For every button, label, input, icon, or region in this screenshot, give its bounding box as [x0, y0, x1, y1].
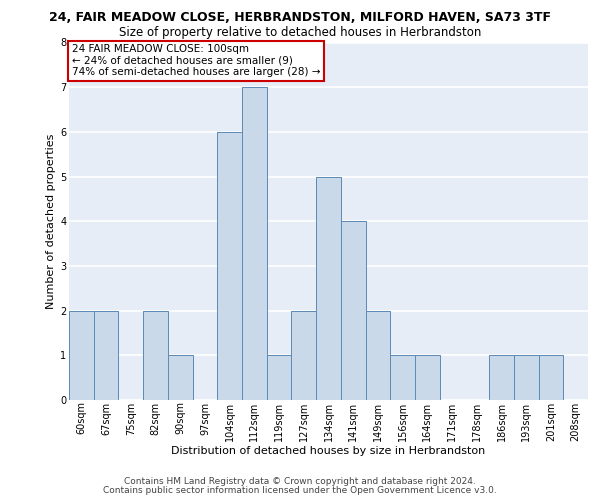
Bar [267, 356, 292, 400]
Bar [539, 356, 563, 400]
Y-axis label: Number of detached properties: Number of detached properties [46, 134, 56, 309]
Bar [292, 310, 316, 400]
Bar [217, 132, 242, 400]
Bar [316, 176, 341, 400]
Bar [489, 356, 514, 400]
Text: Size of property relative to detached houses in Herbrandston: Size of property relative to detached ho… [119, 26, 481, 39]
Text: Contains public sector information licensed under the Open Government Licence v3: Contains public sector information licen… [103, 486, 497, 495]
Text: 24, FAIR MEADOW CLOSE, HERBRANDSTON, MILFORD HAVEN, SA73 3TF: 24, FAIR MEADOW CLOSE, HERBRANDSTON, MIL… [49, 11, 551, 24]
X-axis label: Distribution of detached houses by size in Herbrandston: Distribution of detached houses by size … [172, 446, 485, 456]
Bar [341, 221, 365, 400]
Text: Contains HM Land Registry data © Crown copyright and database right 2024.: Contains HM Land Registry data © Crown c… [124, 477, 476, 486]
Bar [94, 310, 118, 400]
Text: 24 FAIR MEADOW CLOSE: 100sqm
← 24% of detached houses are smaller (9)
74% of sem: 24 FAIR MEADOW CLOSE: 100sqm ← 24% of de… [71, 44, 320, 78]
Bar [365, 310, 390, 400]
Bar [242, 87, 267, 400]
Bar [415, 356, 440, 400]
Bar [514, 356, 539, 400]
Bar [390, 356, 415, 400]
Bar [69, 310, 94, 400]
Bar [143, 310, 168, 400]
Bar [168, 356, 193, 400]
